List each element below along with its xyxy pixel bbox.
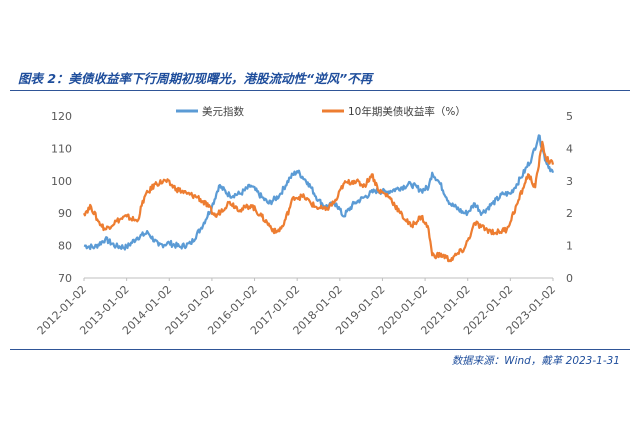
series-line-usd-index	[83, 134, 555, 251]
legend-label: 10年期美债收益率（%）	[348, 105, 466, 118]
chart-legend: 美元指数 10年期美债收益率（%）	[176, 105, 466, 118]
figure-title: 图表 2：美债收益率下行周期初现曙光，港股流动性“逆风”不再	[18, 71, 373, 86]
left-y-tick-label: 90	[58, 207, 72, 220]
left-y-tick-label: 110	[51, 142, 72, 155]
left-y-tick-label: 100	[51, 175, 72, 188]
right-y-tick-label: 5	[566, 110, 573, 123]
series-line-yield-10y	[82, 140, 555, 263]
title-divider	[10, 90, 630, 91]
source-note: 数据来源：Wind，戴革 2023-1-31	[451, 355, 620, 367]
legend-label: 美元指数	[202, 105, 244, 118]
plot-area	[82, 134, 555, 279]
source-divider	[10, 349, 630, 350]
right-y-tick-label: 1	[566, 240, 573, 253]
left-y-tick-label: 70	[58, 272, 72, 285]
right-y-tick-label: 3	[566, 175, 573, 188]
right-y-tick-label: 0	[566, 272, 573, 285]
right-y-tick-label: 2	[566, 207, 573, 220]
right-y-tick-label: 4	[566, 142, 573, 155]
x-axis: 2012-01-022013-01-022014-01-022015-01-02…	[35, 278, 558, 337]
right-y-axis: 0 1 2 3 4 5	[566, 110, 573, 285]
left-y-tick-label: 120	[51, 110, 72, 123]
left-y-axis: 70 80 90 100 110 120	[51, 110, 72, 285]
left-y-tick-label: 80	[58, 240, 72, 253]
